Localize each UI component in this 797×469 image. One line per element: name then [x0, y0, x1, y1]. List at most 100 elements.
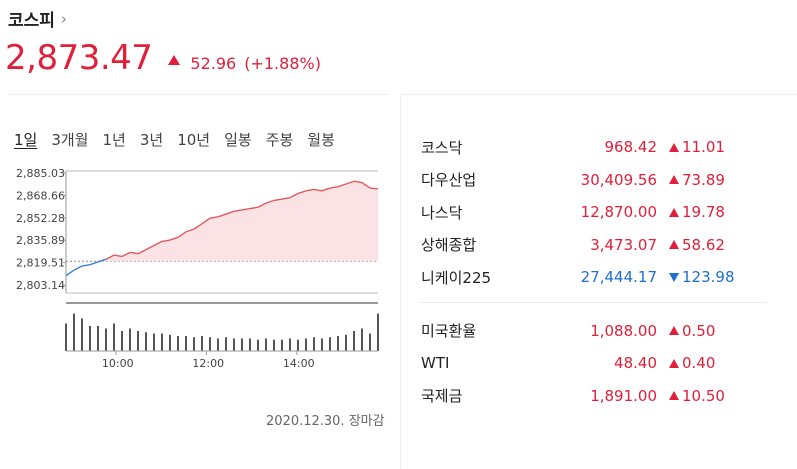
market-name: 코스닥 [421, 138, 463, 157]
market-value: 27,444.17 [580, 268, 657, 287]
market-name: 상해종합 [421, 236, 477, 255]
market-row[interactable]: 상해종합 3,473.07 58.62 [421, 229, 781, 262]
volume-bar [201, 336, 203, 351]
market-value: 1,088.00 [590, 321, 657, 340]
chart-panel: 1일 3개월 1년 3년 10년 일봉 주봉 월봉 2,885.03 2,868.66 2,852… [8, 94, 390, 469]
down-arrow-icon [669, 272, 679, 282]
price-line-segment [233, 209, 243, 213]
price-line-segment [177, 231, 187, 238]
volume-bar [129, 328, 131, 351]
market-row[interactable]: 다우산업 30,409.56 73.89 [421, 164, 781, 197]
volume-bar [353, 331, 355, 351]
price-line-segment [353, 180, 363, 184]
price-line-segment [313, 188, 323, 192]
up-arrow-icon [669, 207, 679, 217]
volume-bar [217, 338, 219, 351]
price-line-segment [201, 217, 211, 225]
volume-bar [97, 326, 99, 351]
price-line-segment [329, 186, 339, 189]
chevron-right-icon: › [60, 9, 67, 28]
price-line-segment [337, 183, 347, 188]
market-row[interactable]: 나스닥 12,870.00 19.78 [421, 196, 781, 229]
price-line-segment [169, 236, 179, 241]
market-row[interactable]: 니케이225 27,444.17 123.98 [421, 261, 781, 294]
other-row[interactable]: WTI 48.40 0.40 [421, 347, 781, 380]
tab-7[interactable]: 월봉 [307, 131, 335, 149]
tab-5[interactable]: 일봉 [224, 131, 252, 149]
market-change: 0.40 [657, 354, 767, 372]
market-value: 3,473.07 [590, 235, 657, 254]
volume-bar [105, 328, 107, 351]
market-change: 123.98 [657, 268, 767, 286]
market-change: 0.50 [657, 322, 767, 340]
volume-bar [113, 323, 115, 351]
price-line-segment [89, 261, 99, 266]
up-arrow-icon [168, 50, 181, 69]
volume-bar [257, 339, 259, 351]
price-line-segment [257, 202, 267, 208]
tab-3[interactable]: 3년 [139, 131, 164, 149]
price-line-segment [289, 192, 299, 199]
volume-bar [313, 337, 315, 351]
volume-bar [121, 331, 123, 351]
volume-bar [369, 333, 371, 351]
market-name: 다우산업 [421, 171, 477, 190]
volume-bar [297, 339, 299, 351]
price-line-segment [361, 182, 371, 189]
volume-bar [321, 338, 323, 351]
price-line-segment [129, 251, 139, 255]
market-panel: 코스닥 968.42 11.01 다우산업 30,409.56 73.89 나스닥 12,87… [400, 94, 797, 469]
up-arrow-icon [669, 358, 679, 368]
market-value: 30,409.56 [580, 170, 657, 189]
price-line-segment [193, 223, 203, 230]
up-arrow-icon [669, 175, 679, 185]
market-value: 1,891.00 [590, 386, 657, 405]
period-tabs: 1일 3개월 1년 3년 10년 일봉 주봉 월봉 [14, 129, 349, 150]
market-change: 19.78 [657, 203, 767, 221]
price-line-segment [265, 199, 275, 204]
y-tick-label: 2,803.14 [16, 279, 65, 292]
market-value: 12,870.00 [580, 203, 657, 222]
price-line-segment [369, 187, 379, 190]
price-line-segment [65, 269, 75, 277]
index-title: 코스피 [8, 11, 55, 31]
up-arrow-icon [669, 240, 679, 250]
volume-bar [169, 334, 171, 351]
volume-bar [89, 326, 91, 351]
index-title-link[interactable]: 코스피 › [8, 6, 67, 32]
other-row[interactable]: 미국환율 1,088.00 0.50 [421, 315, 781, 348]
price-line-segment [241, 207, 251, 211]
volume-bar [153, 333, 155, 351]
tab-0[interactable]: 1일 [14, 131, 38, 149]
volume-bar [65, 323, 67, 351]
y-tick-label: 2,852.28 [16, 212, 65, 225]
price-area [66, 181, 378, 262]
price-line-segment [305, 188, 315, 192]
volume-bar [185, 336, 187, 351]
tab-2[interactable]: 1년 [102, 131, 126, 149]
y-tick-label: 2,819.51 [16, 257, 65, 270]
tab-4[interactable]: 10년 [177, 131, 211, 149]
price-line-segment [153, 240, 163, 247]
price-line-segment [81, 263, 91, 267]
price-line-segment [121, 251, 131, 258]
volume-bar [345, 334, 347, 351]
y-tick-label: 2,868.66 [16, 189, 65, 202]
volume-bar [233, 338, 235, 351]
volume-bar [73, 313, 75, 351]
price-line-segment [249, 206, 259, 210]
market-name: 국제금 [421, 387, 463, 406]
tab-1[interactable]: 3개월 [51, 131, 89, 149]
volume-bar [281, 339, 283, 351]
market-value: 968.42 [604, 138, 658, 157]
other-row[interactable]: 국제금 1,891.00 10.50 [421, 380, 781, 413]
price-line-segment [209, 216, 219, 219]
volume-bar [161, 333, 163, 351]
index-chart: 2,885.03 2,868.66 2,852.28 2,835.89 2,819.51… [16, 167, 379, 370]
tab-6[interactable]: 주봉 [265, 131, 294, 149]
market-name: 미국환율 [421, 322, 477, 341]
market-change: 73.89 [657, 171, 767, 189]
market-row[interactable]: 코스닥 968.42 11.01 [421, 131, 781, 164]
price-line-segment [345, 180, 355, 185]
volume-bar [329, 337, 331, 351]
